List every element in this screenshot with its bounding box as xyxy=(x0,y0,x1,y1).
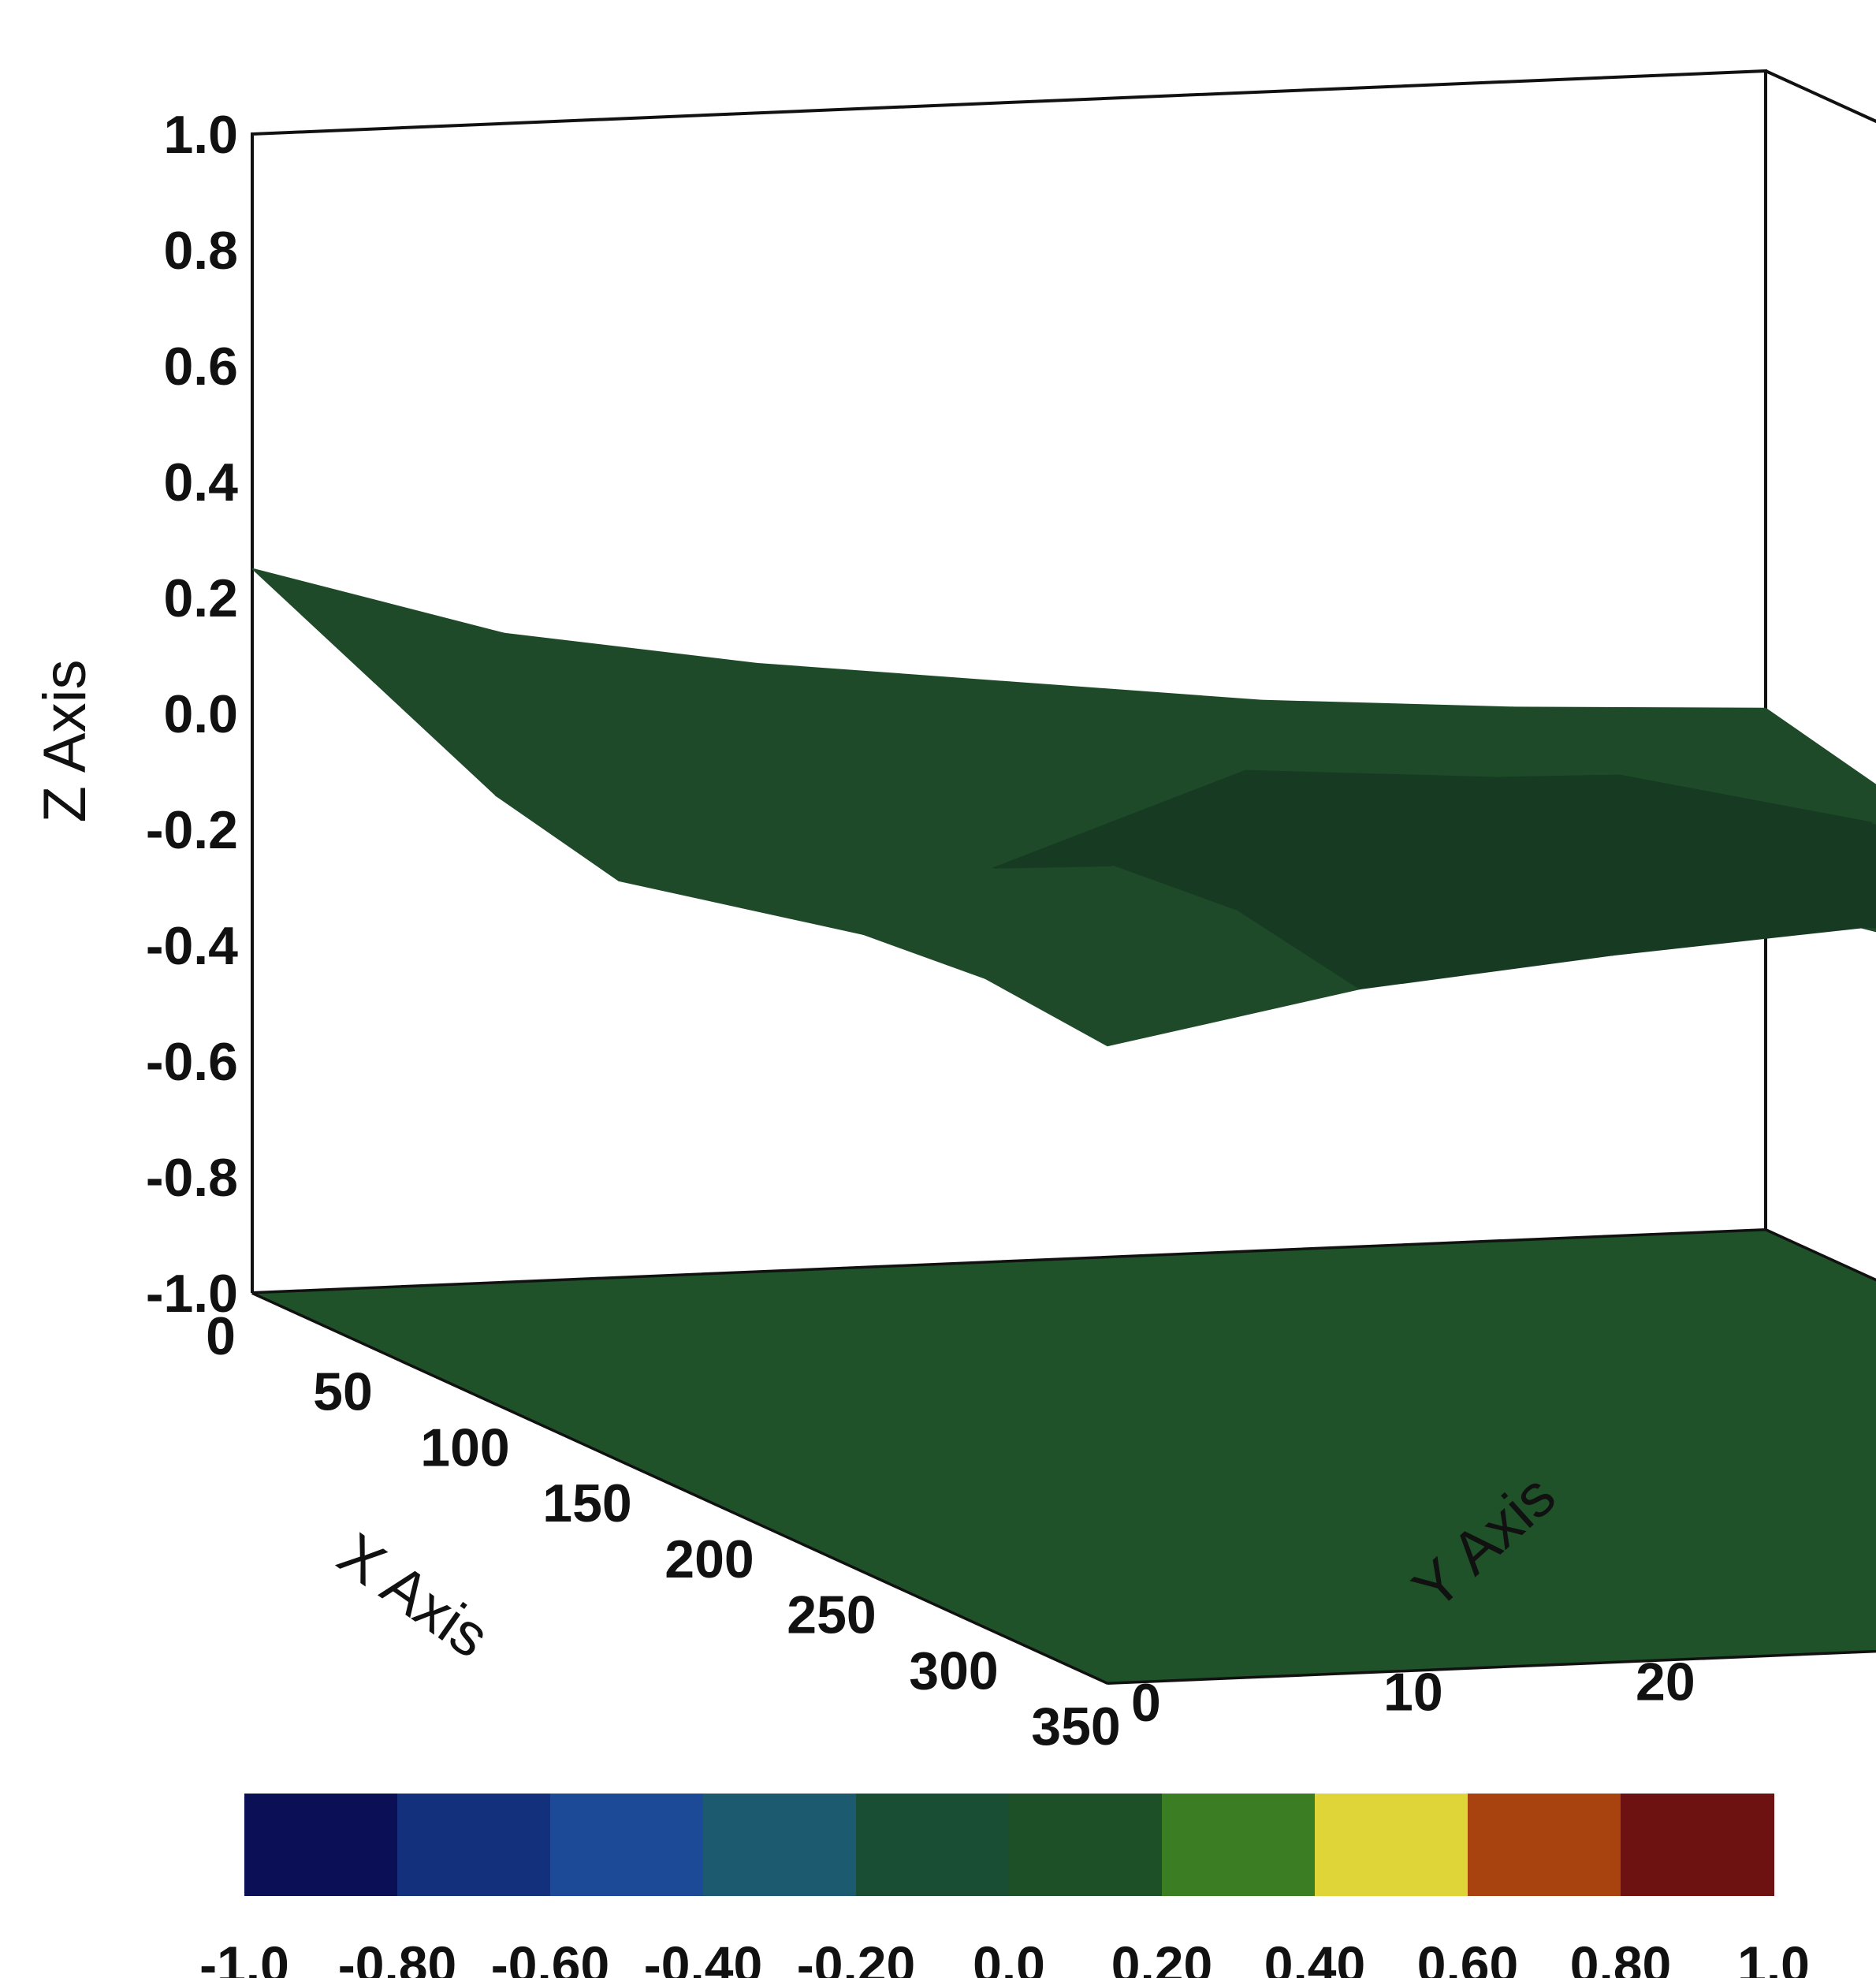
x-tick-label: 200 xyxy=(664,1529,754,1589)
colorbar-tick-label: 0.20 xyxy=(1111,1935,1212,1978)
colorbar-tick-label: 0.60 xyxy=(1417,1935,1518,1978)
z-tick-label: -0.4 xyxy=(146,916,238,976)
colorbar: -1.0 -0.80 -0.60 -0.40 -0.20 0.0 0.20 0.40 0.60 0… xyxy=(199,1794,1810,1978)
colorbar-swatch xyxy=(1009,1794,1163,1896)
x-tick-label: 250 xyxy=(787,1585,876,1645)
x-tick-label: 150 xyxy=(542,1473,631,1533)
colorbar-swatch xyxy=(1315,1794,1468,1896)
colorbar-swatch xyxy=(856,1794,1010,1896)
z-tick-label: 0.2 xyxy=(163,568,238,628)
x-tick-label: 50 xyxy=(313,1362,373,1422)
colorbar-tick-label: -1.0 xyxy=(199,1935,289,1978)
colorbar-swatch xyxy=(1468,1794,1621,1896)
z-tick-label: -0.8 xyxy=(146,1148,238,1208)
z-tick-label: 1.0 xyxy=(163,105,238,165)
colorbar-tick-label: 0.0 xyxy=(973,1935,1045,1978)
colorbar-swatch xyxy=(550,1794,704,1896)
z-tick-label: 0.6 xyxy=(163,337,238,397)
y-tick-label: 20 xyxy=(1636,1652,1695,1712)
colorbar-tick-label: -0.80 xyxy=(338,1935,456,1978)
z-tick-label: 0.8 xyxy=(163,221,238,281)
colorbar-swatch xyxy=(1162,1794,1316,1896)
y-tick-label: 10 xyxy=(1383,1663,1443,1723)
x-tick-label: 0 xyxy=(206,1306,236,1366)
colorbar-tick-label: -0.20 xyxy=(797,1935,915,1978)
z-tick-label: -0.6 xyxy=(146,1032,238,1092)
colorbar-tick-label: -0.40 xyxy=(644,1935,762,1978)
x-axis-title: X Axis xyxy=(326,1521,501,1671)
colorbar-tick-label: -0.60 xyxy=(491,1935,609,1978)
colorbar-swatch xyxy=(703,1794,857,1896)
z-axis-ticks: -1.0-0.8-0.6-0.4-0.20.00.20.40.60.81.0 xyxy=(146,105,238,1324)
z-axis-title: Z Axis xyxy=(32,660,99,823)
colorbar-swatch xyxy=(397,1794,551,1896)
surface-plot xyxy=(252,568,1876,1045)
x-tick-label: 350 xyxy=(1031,1697,1120,1756)
x-tick-label: 300 xyxy=(909,1641,998,1700)
colorbar-tick-label: 1.0 xyxy=(1737,1935,1810,1978)
colorbar-tick-label: 0.40 xyxy=(1264,1935,1365,1978)
colorbar-swatch xyxy=(244,1794,398,1896)
z-tick-label: 0.0 xyxy=(163,684,238,744)
z-tick-label: 0.4 xyxy=(163,453,238,512)
colorbar-swatch xyxy=(1621,1794,1774,1896)
x-tick-label: 100 xyxy=(420,1417,509,1477)
z-tick-label: -0.2 xyxy=(146,800,238,860)
colorbar-tick-label: 0.80 xyxy=(1570,1935,1671,1978)
y-tick-label: 0 xyxy=(1131,1673,1161,1733)
